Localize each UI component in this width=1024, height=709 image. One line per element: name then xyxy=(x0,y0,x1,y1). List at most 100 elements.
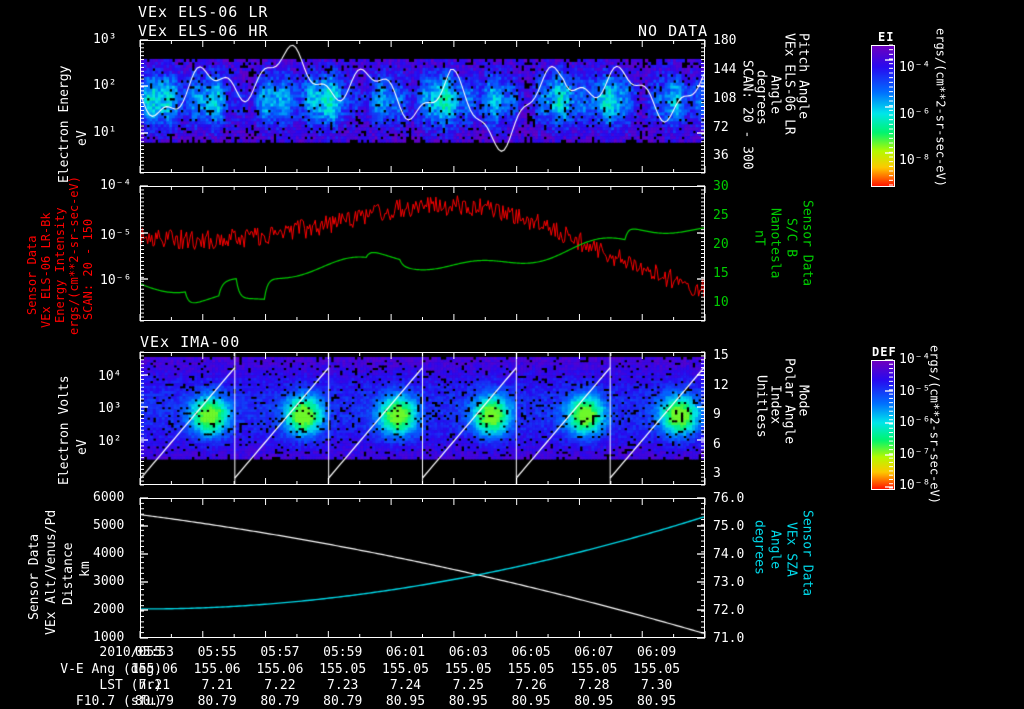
panel1-left-tick-1: 10² xyxy=(93,78,117,93)
panel3-right-tick-4: 3 xyxy=(713,466,721,481)
time-axis-time-7: 06:07 xyxy=(574,645,614,660)
panel1-right-tick-2: 108 xyxy=(713,91,737,106)
panel1-right-tick-0: 180 xyxy=(713,33,737,48)
time-axis-1-4: 7.24 xyxy=(389,678,422,693)
panel1-right-tick-1: 144 xyxy=(713,62,737,77)
panel3-right-axis-l2: Polar Angle xyxy=(781,358,797,445)
panel3-right-axis-l3: Index xyxy=(767,385,783,425)
colorbar-def-units: ergs/(cm**2-sr-sec-eV) xyxy=(927,345,942,504)
panel2-right-axis-l4: nT xyxy=(751,230,767,246)
panel4-right-tick-2: 74.0 xyxy=(713,547,745,562)
panel4-left-tick-5: 1000 xyxy=(93,630,125,645)
panel1-left-tick-2: 10¹ xyxy=(93,125,117,140)
panel4-right-tick-4: 72.0 xyxy=(713,603,745,618)
time-axis-1-1: 7.21 xyxy=(201,678,233,693)
panel4-right-tick-1: 75.0 xyxy=(713,519,745,534)
time-axis-time-1: 05:55 xyxy=(197,645,237,660)
panel1-right-axis-l3: Angle xyxy=(767,75,783,115)
panel3-right-axis-l4: Unitless xyxy=(753,375,769,438)
panel3-right-tick-1: 12 xyxy=(713,378,729,393)
panel1-right-tick-3: 72 xyxy=(713,120,729,135)
panel1-title-hr: VEx ELS-06 HR xyxy=(138,22,269,40)
time-axis-1-5: 7.25 xyxy=(452,678,484,693)
panel2-left-tick-2: 10⁻⁶ xyxy=(100,273,132,288)
panel2-right-axis-l1: Sensor Data xyxy=(799,200,815,287)
panel4-left-tick-4: 2000 xyxy=(93,602,125,617)
panel1-title-lr: VEx ELS-06 LR xyxy=(138,3,269,21)
time-axis-1-6: 7.26 xyxy=(515,678,547,693)
panel3-right-axis-l1: Mode xyxy=(795,385,811,417)
time-axis-0-5: 155.05 xyxy=(444,662,492,677)
time-axis-row-label-2: F10.7 (sfu) xyxy=(75,694,162,709)
colorbar-def-tick-2: 10⁻⁶ xyxy=(899,415,931,430)
colorbar-ei-units: ergs/(cm**2-sr-sec-eV) xyxy=(933,28,948,187)
panel1-right-axis-l2: VEx ELS-06 LR xyxy=(781,33,797,135)
time-axis-0-8: 155.05 xyxy=(633,662,681,677)
colorbar-def-title: DEF xyxy=(872,345,897,359)
panel-energy-intensity-bfield[interactable] xyxy=(140,186,705,321)
colorbar-ei-tick-0: 10⁻⁴ xyxy=(899,60,931,75)
colorbar-def-tick-0: 10⁻⁴ xyxy=(899,352,931,367)
panel3-right-tick-0: 15 xyxy=(713,348,729,363)
panel2-right-tick-4: 10 xyxy=(713,295,729,310)
no-data-label: NO DATA xyxy=(638,22,709,40)
panel4-right-axis-l1: Sensor Data xyxy=(799,510,815,597)
panel4-right-tick-3: 73.0 xyxy=(713,575,745,590)
time-axis-1-2: 7.22 xyxy=(264,678,296,693)
time-axis-2-5: 80.95 xyxy=(448,694,488,709)
panel2-left-tick-1: 10⁻⁵ xyxy=(100,228,132,243)
time-axis-1-3: 7.23 xyxy=(327,678,359,693)
time-axis-1-0: 7.21 xyxy=(138,678,171,693)
time-axis-2-1: 80.79 xyxy=(197,694,237,709)
time-axis-0-1: 155.06 xyxy=(193,662,241,677)
panel3-title: VEx IMA-00 xyxy=(140,333,241,351)
time-axis-1-8: 7.30 xyxy=(640,678,673,693)
panel3-left-tick-1: 10³ xyxy=(98,401,122,416)
time-axis-0-3: 155.05 xyxy=(319,662,367,677)
time-axis-2-0: 80.79 xyxy=(134,694,174,709)
panel3-left-tick-2: 10² xyxy=(98,434,122,449)
panel2-right-tick-1: 25 xyxy=(713,208,729,223)
panel1-right-axis-l4: degrees xyxy=(753,70,769,125)
time-axis-0-6: 155.05 xyxy=(507,662,555,677)
colorbar-ei-title: EI xyxy=(878,30,895,44)
colorbar-def-tick-1: 10⁻⁵ xyxy=(899,384,931,399)
panel-ima-spectrogram[interactable] xyxy=(140,352,705,485)
time-axis-date: 2010/055 xyxy=(99,645,162,660)
panel4-right-tick-0: 76.0 xyxy=(713,491,745,506)
time-axis-time-8: 06:09 xyxy=(637,645,677,660)
time-axis-2-6: 80.95 xyxy=(511,694,551,709)
time-axis-2-2: 80.79 xyxy=(260,694,300,709)
time-axis-2-3: 80.79 xyxy=(323,694,363,709)
panel2-left-tick-0: 10⁻⁴ xyxy=(100,178,132,193)
panel4-left-tick-2: 4000 xyxy=(93,546,125,561)
time-axis-row-label-0: V-E Ang (deg) xyxy=(60,662,162,677)
panel3-right-tick-3: 6 xyxy=(713,437,721,452)
panel4-left-tick-3: 3000 xyxy=(93,574,125,589)
time-axis-1-7: 7.28 xyxy=(578,678,610,693)
panel2-right-tick-3: 15 xyxy=(713,266,729,281)
panel2-right-tick-2: 20 xyxy=(713,237,729,252)
panel2-right-axis-l2: S/C B xyxy=(783,218,799,258)
panel1-left-tick-0: 10³ xyxy=(93,32,117,47)
time-axis-row-label-1: LST (hr) xyxy=(99,678,162,693)
colorbar-ei-tick-2: 10⁻⁸ xyxy=(899,153,931,168)
panel2-right-tick-0: 30 xyxy=(713,179,729,194)
panel2-right-axis-l3: Nanotesla xyxy=(767,208,783,279)
panel4-right-axis-l2: VEx SZA xyxy=(783,522,799,577)
panel4-right-axis-l3: Angle xyxy=(767,530,783,570)
time-axis-table: 2010/055 05:53 05:55 05:57 05:59 06:01 06:03 06… xyxy=(0,645,1024,709)
panel3-left-tick-0: 10⁴ xyxy=(98,369,122,384)
time-axis-time-0: 05:53 xyxy=(134,645,174,660)
time-axis-time-3: 05:59 xyxy=(323,645,363,660)
time-axis-2-4: 80.95 xyxy=(385,694,426,709)
panel4-right-axis-l4: degrees xyxy=(751,520,767,575)
colorbar-def-tick-3: 10⁻⁷ xyxy=(899,447,931,462)
time-axis-time-2: 05:57 xyxy=(260,645,300,660)
panel-altitude-sza[interactable] xyxy=(140,498,705,638)
panel1-right-axis-l1: Pitch Angle xyxy=(795,33,811,120)
time-axis-time-6: 06:05 xyxy=(511,645,551,660)
time-axis-0-0: 155.06 xyxy=(130,662,178,677)
panel3-right-tick-2: 9 xyxy=(713,407,721,422)
